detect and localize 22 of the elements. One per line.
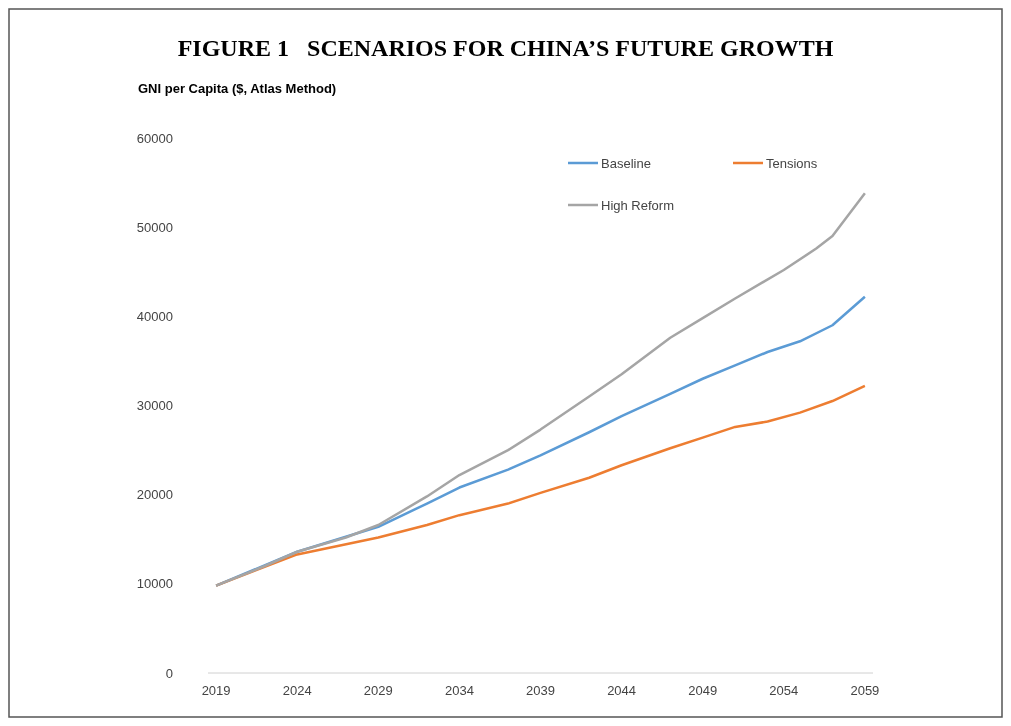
x-tick-label: 2029: [363, 683, 393, 698]
y-tick-label: 10000: [136, 576, 173, 592]
x-tick-label: 2044: [607, 683, 637, 698]
legend-label: Tensions: [766, 155, 818, 171]
x-tick-label: 2034: [444, 683, 474, 698]
x-tick-label: 2019: [201, 683, 231, 698]
y-tick-label: 0: [165, 665, 173, 681]
y-axis-title: GNI per Capita ($, Atlas Method): [138, 81, 337, 96]
y-tick-label: 60000: [136, 130, 173, 146]
y-tick-label: 40000: [136, 308, 173, 324]
y-tick-label: 50000: [136, 219, 173, 235]
x-tick-label: 2049: [688, 683, 718, 698]
x-tick-label: 2059: [850, 683, 880, 698]
legend-label: Baseline: [601, 155, 651, 171]
line-series: [214, 192, 867, 587]
x-tick-label: 2024: [282, 683, 312, 698]
y-tick-label: 20000: [136, 487, 173, 503]
y-tick-label: 30000: [136, 398, 173, 414]
chart-title: FIGURE 1 SCENARIOS FOR CHINA’S FUTURE GROWTH: [177, 35, 834, 61]
x-tick-label: 2039: [526, 683, 555, 698]
legend-label: High Reform: [601, 197, 674, 213]
x-tick-label: 2054: [769, 683, 799, 698]
